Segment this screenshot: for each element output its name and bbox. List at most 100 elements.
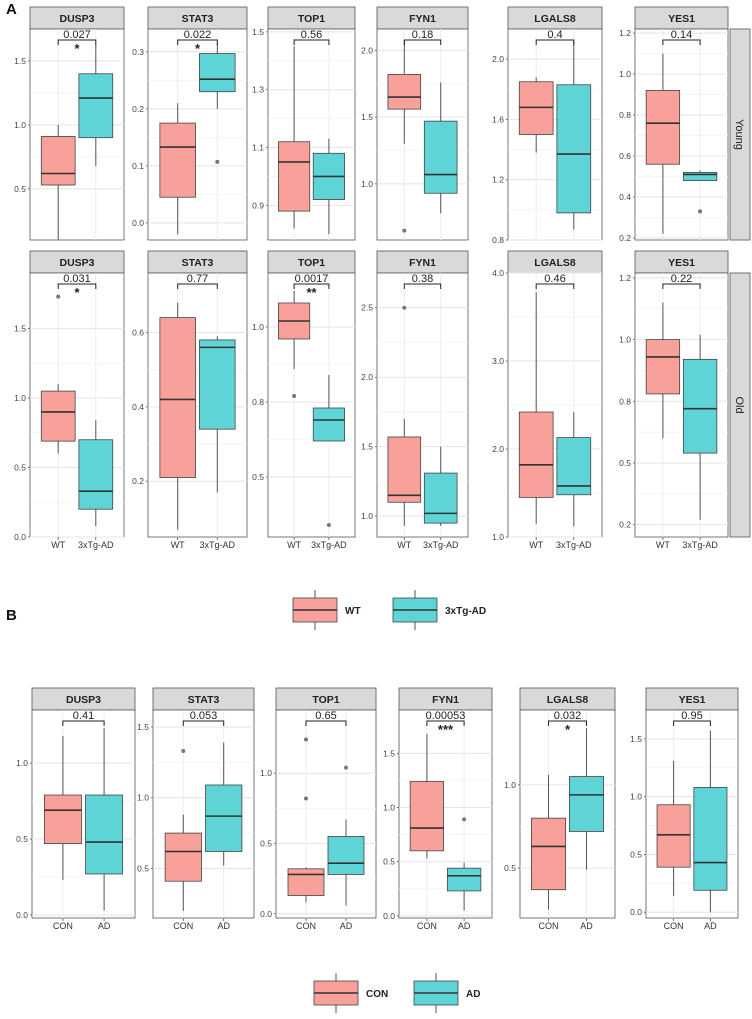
y-tick-label: 0.2 (132, 476, 144, 486)
iqr-box (278, 141, 311, 212)
box-wt (159, 302, 196, 530)
y-tick-label: 0.0 (132, 218, 144, 228)
box-con (409, 733, 445, 859)
p-value-label: 0.46 (544, 273, 565, 285)
y-tick-label: 1.0 (504, 780, 516, 790)
iqr-box (199, 53, 236, 93)
significance-bracket: 0.56 (293, 29, 330, 45)
panel-b-label: B (6, 607, 17, 624)
box-wt (40, 124, 76, 240)
facet-title: DUSP3 (59, 257, 94, 269)
y-tick-label: 0.4 (619, 192, 631, 202)
box-3xtg-ad (423, 82, 458, 214)
box-wt (518, 292, 554, 524)
box-3xtg-ad (556, 412, 592, 527)
x-tick-label: AD (704, 921, 717, 931)
x-tick-label: 3xTg-AD (311, 540, 347, 550)
outlier-point (344, 765, 348, 770)
iqr-box (78, 73, 114, 139)
outlier-point (698, 209, 703, 214)
significance-bracket: 0.031* (57, 273, 97, 300)
row-strip-young: Young (729, 28, 751, 241)
significance-stars: * (74, 285, 80, 300)
significance-bracket: 0.14 (662, 29, 701, 45)
x-tick-label: CON (539, 921, 559, 931)
facet-title: YES1 (668, 257, 695, 269)
y-tick-label: 1.6 (492, 114, 504, 124)
box-wt (645, 302, 681, 439)
significance-bracket: 0.38 (403, 273, 442, 289)
iqr-box (205, 784, 243, 852)
box-con (164, 749, 202, 911)
box-wt (278, 291, 311, 398)
x-tick-label: 3xTg-AD (423, 540, 459, 550)
iqr-box (682, 358, 718, 454)
outlier-point (304, 737, 308, 742)
iqr-box (531, 817, 567, 891)
y-tick-label: 0.5 (14, 184, 26, 194)
facet-a-young-dusp3: DUSP3 0.5 1.0 1.5 0.027* (14, 6, 125, 241)
y-tick-label: 1.0 (630, 792, 642, 802)
row-strip-label: Old (733, 396, 745, 413)
significance-bracket: 0.65 (305, 710, 347, 726)
iqr-box (159, 317, 196, 478)
x-tick-label: AD (217, 921, 230, 931)
facet-a-young-top1: TOP1 0.9 1.1 1.3 1.5 0.56 (252, 6, 356, 241)
row-strip-old: Old (729, 272, 751, 538)
y-tick-label: 0.8 (619, 110, 631, 120)
significance-bracket: 0.41 (62, 710, 105, 726)
y-tick-label: 2.0 (492, 54, 504, 64)
x-tick-label: CON (296, 921, 316, 931)
y-tick-label: 0.1 (132, 161, 144, 171)
y-tick-label: 1.5 (14, 324, 26, 334)
y-tick-label: 0.4 (132, 402, 144, 412)
y-tick-label: 0.0 (14, 532, 26, 542)
iqr-box (199, 339, 236, 430)
box-3xtg-ad (682, 170, 718, 214)
significance-stars: * (74, 41, 80, 56)
legend-label: WT (345, 606, 361, 617)
iqr-box (409, 781, 445, 852)
outlier-point (292, 394, 297, 398)
box-wt (40, 294, 76, 454)
x-tick-label: 3xTg-AD (682, 540, 718, 550)
significance-bracket: 0.022* (177, 29, 218, 56)
box-wt (387, 305, 422, 526)
significance-bracket: 0.46 (535, 273, 575, 289)
significance-bracket: 0.22 (662, 273, 701, 289)
p-value-label: 0.56 (301, 29, 322, 41)
facet-a-old-dusp3: DUSP3 0.0 0.5 1.0 1.5 0.031* WT 3xTg-AD (14, 250, 125, 550)
iqr-box (423, 472, 458, 524)
facet-a-old-lgals8: LGALS8 1.0 2.0 3.0 4.0 0.46 WT 3xTg-AD (492, 250, 603, 550)
row-strip-label: Young (733, 119, 745, 150)
box-con (43, 735, 82, 881)
outlier-point (402, 305, 407, 310)
y-tick-label: 1.2 (619, 28, 631, 38)
y-tick-label: 1.3 (252, 85, 264, 95)
iqr-box (287, 868, 325, 896)
iqr-box (78, 439, 114, 510)
facet-title: DUSP3 (59, 13, 94, 25)
significance-bracket: 0.053 (182, 710, 225, 726)
iqr-box (569, 776, 605, 832)
y-tick-label: 1.2 (619, 273, 631, 283)
x-tick-label: 3xTg-AD (200, 540, 236, 550)
y-tick-label: 4.0 (492, 268, 504, 278)
p-value-label: 0.032 (554, 710, 582, 722)
y-tick-label: 1.5 (137, 722, 149, 732)
box-ad (446, 817, 482, 911)
box-3xtg-ad (312, 138, 345, 235)
y-tick-label: 0.0 (383, 911, 395, 921)
significance-bracket: 0.95 (673, 710, 711, 726)
significance-bracket: 0.00053*** (426, 710, 466, 737)
p-value-label: 0.14 (671, 29, 692, 41)
y-tick-label: 1.0 (383, 803, 395, 813)
y-tick-label: 1.0 (361, 179, 373, 189)
y-tick-label: 1.2 (492, 175, 504, 185)
facet-a-old-top1: TOP1 0.5 0.8 1.0 0.0017** WT 3xTg-AD (252, 250, 356, 550)
facet-b-dusp3: DUSP3 0.0 0.5 1.0 0.41 CON AD (16, 687, 136, 931)
y-tick-label: 0.8 (492, 235, 504, 245)
y-tick-label: 2.0 (361, 372, 373, 382)
facet-a-young-yes1: YES1 0.2 0.4 0.6 0.8 1.0 1.2 0.14 (619, 6, 729, 243)
legend-label: CON (366, 989, 388, 1000)
